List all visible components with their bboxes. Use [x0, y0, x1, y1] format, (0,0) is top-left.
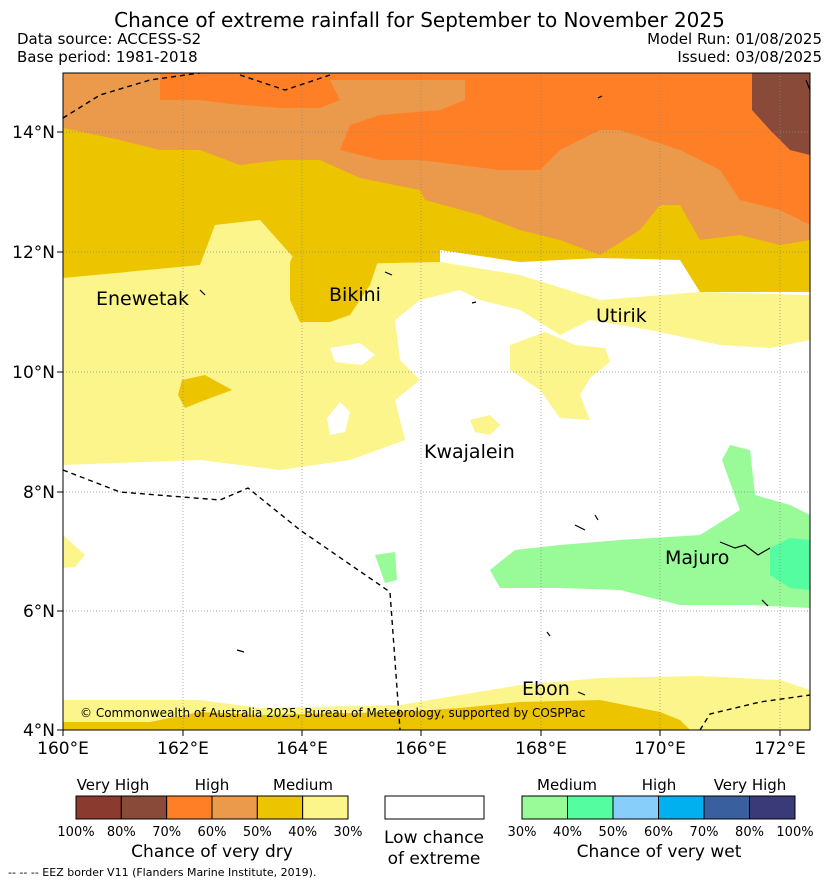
legend-dry-colorbar: 100% 80% 70% 60% 50% 40% 30%	[57, 795, 363, 840]
low-chance-hole	[330, 343, 375, 365]
legend-dry-swatch	[166, 795, 213, 820]
eez-border	[63, 73, 810, 730]
place-label-majuro: Majuro	[665, 547, 729, 569]
x-tick-label: 160°E	[37, 739, 89, 759]
legend-wet-swatch	[612, 795, 659, 820]
copyright-notice: © Commonwealth of Australia 2025, Bureau…	[80, 706, 585, 720]
legend-dry-very-high: Very High	[77, 776, 150, 794]
medium-dry-west-edge	[63, 535, 85, 568]
medium-dry-bikini	[290, 232, 385, 322]
place-label-kwajalein: Kwajalein	[424, 441, 515, 463]
x-tick-label: 172°E	[754, 739, 806, 759]
legend-wet-medium: Medium	[537, 776, 597, 794]
legend-dry-high: High	[195, 776, 229, 794]
place-label-utirik: Utirik	[596, 305, 647, 327]
medium-dry-patch	[510, 332, 610, 420]
atolls	[199, 79, 810, 696]
legend-wet-high: High	[642, 776, 676, 794]
x-tick-label: 166°E	[395, 739, 447, 759]
medium-wet-region	[490, 445, 810, 608]
base-period: Base period: 1981-2018	[17, 48, 198, 66]
legend-dry-percent: 80%	[107, 825, 136, 840]
legend-low-chance-swatch	[384, 795, 485, 820]
legend-dry-title: Chance of very dry	[131, 842, 293, 862]
legend-dry-percent: 100%	[57, 825, 94, 840]
tick-marks	[57, 131, 781, 736]
model-run: Model Run: 01/08/2025	[647, 30, 822, 48]
legend-wet-colorbar: 30% 40% 50% 60% 70% 80% 100%	[508, 795, 814, 840]
x-tick-label: 162°E	[157, 739, 209, 759]
y-tick-label: 6°N	[23, 602, 55, 622]
legend-dry-percent: 40%	[288, 825, 317, 840]
legend-dry-percent: 60%	[198, 825, 227, 840]
y-tick-label: 8°N	[23, 483, 55, 503]
legend-wet-swatch	[703, 795, 750, 820]
legend-wet-swatch	[521, 795, 568, 820]
high-dry-core	[160, 73, 810, 225]
medium-dry-region	[63, 220, 810, 470]
legend-dry-swatch	[211, 795, 258, 820]
eez-footnote: -- -- -- EEZ border V11 (Flanders Marine…	[8, 866, 316, 879]
legend-dry-percent: 30%	[334, 825, 363, 840]
legend-dry-swatch	[120, 795, 168, 820]
legend-wet-title: Chance of very wet	[577, 842, 742, 862]
legend-wet-percent: 60%	[644, 825, 673, 840]
legend-wet-swatch	[749, 795, 796, 820]
medium-dry-south-core	[63, 700, 690, 730]
x-tick-label: 164°E	[276, 739, 328, 759]
legend-wet-percent: 80%	[735, 825, 764, 840]
legend-low-chance-line2: of extreme	[388, 849, 481, 869]
legend-wet-swatch	[567, 795, 614, 820]
x-tick-label: 168°E	[515, 739, 567, 759]
legend-wet-very-high: Very High	[714, 776, 787, 794]
place-label-enewetak: Enewetak	[96, 288, 189, 310]
legend-dry-swatch	[256, 795, 304, 820]
y-tick-label: 4°N	[23, 721, 55, 741]
low-chance-hole-small	[327, 402, 350, 435]
issued-date: Issued: 03/08/2025	[677, 48, 822, 66]
legend-dry-percent: 50%	[243, 825, 272, 840]
legend-wet-swatch	[658, 795, 705, 820]
map-frame	[62, 72, 811, 731]
legend-wet-percent: 40%	[553, 825, 582, 840]
y-tick-label: 14°N	[12, 123, 55, 143]
legend-dry-swatch	[75, 795, 122, 820]
legend-dry-swatch	[302, 795, 349, 820]
legend-wet-percent: 100%	[776, 825, 813, 840]
legend-wet-percent: 30%	[508, 825, 537, 840]
map-fill	[63, 73, 810, 730]
very-high-dry	[752, 73, 810, 155]
legend-low-chance-line1: Low chance	[384, 828, 484, 848]
place-label-ebon: Ebon	[522, 678, 570, 700]
medium-dry-patch-small	[470, 415, 500, 435]
legend-dry-medium: Medium	[273, 776, 333, 794]
legend-wet-percent: 50%	[599, 825, 628, 840]
map-title: Chance of extreme rainfall for September…	[114, 8, 725, 32]
legend-dry-percent: 70%	[152, 825, 181, 840]
y-tick-label: 12°N	[12, 243, 55, 263]
place-label-bikini: Bikini	[329, 284, 381, 306]
data-source: Data source: ACCESS-S2	[17, 30, 202, 48]
medium-wet-patch	[375, 552, 397, 583]
medium-dry-patch-west	[178, 375, 232, 408]
legend-wet-percent: 70%	[690, 825, 719, 840]
y-tick-label: 10°N	[12, 363, 55, 383]
x-tick-label: 170°E	[634, 739, 686, 759]
